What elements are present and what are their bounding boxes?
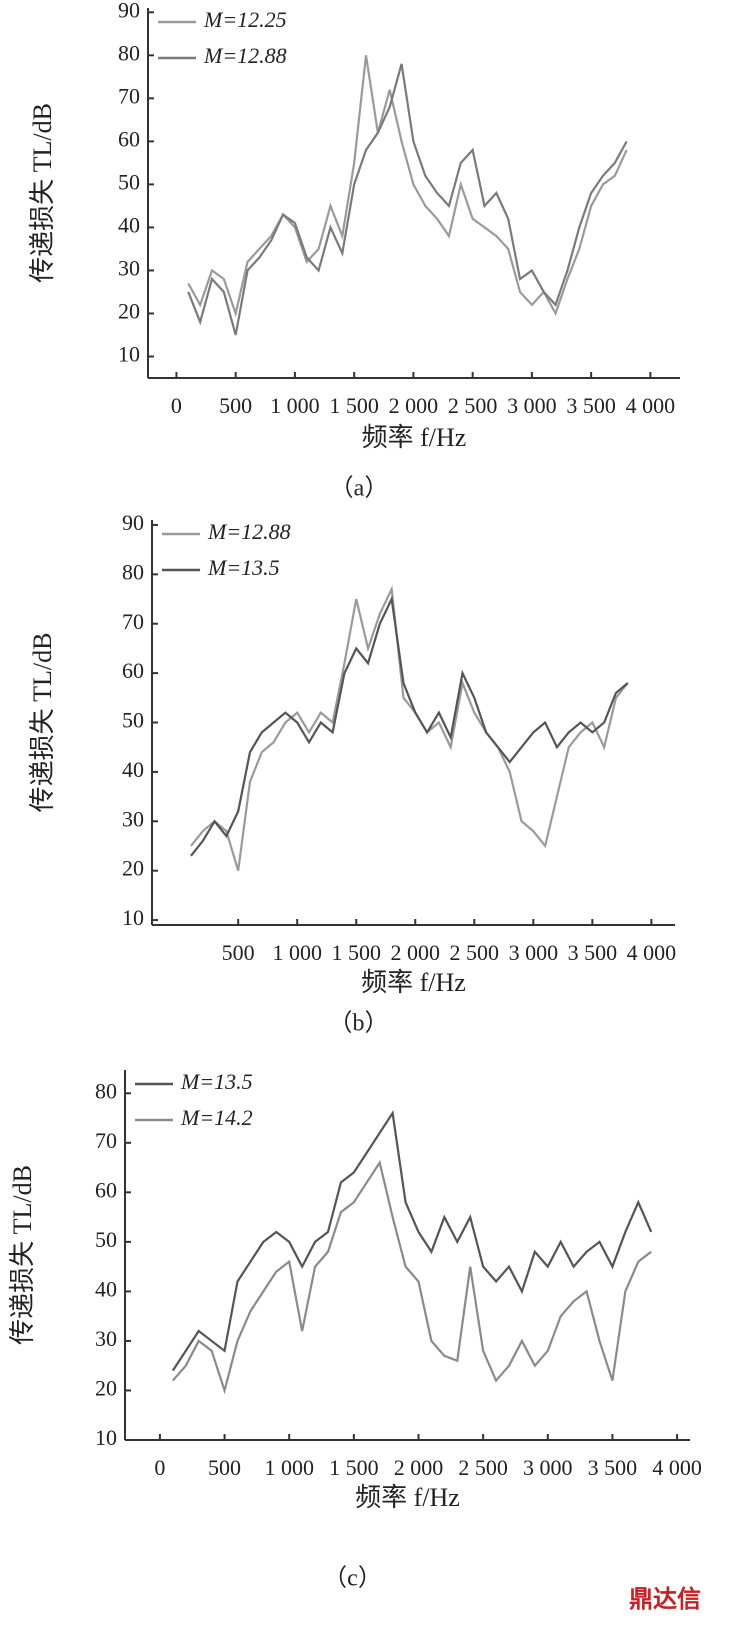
y-tick-label: 70 [122,609,144,634]
x-tick-label: 1 000 [270,393,320,418]
x-tick-label: 2 000 [391,940,441,965]
y-tick-label: 20 [122,856,144,881]
y-tick-label: 80 [95,1078,117,1103]
x-tick-label: 0 [154,1455,165,1480]
y-tick-label: 80 [122,559,144,584]
y-tick-label: 30 [95,1326,117,1351]
y-axis-title: 传递损失 TL/dB [28,633,57,813]
y-tick-label: 70 [118,83,140,108]
y-tick-label: 10 [95,1425,117,1450]
y-tick-label: 30 [118,255,140,280]
y-tick-label: 40 [118,212,140,237]
x-axis-title: 频率 f/Hz [361,968,466,997]
y-tick-label: 30 [122,806,144,831]
y-tick-label: 60 [118,126,140,151]
y-tick-label: 90 [118,0,140,22]
x-tick-label: 2 000 [394,1455,444,1480]
x-tick-label: 4 000 [652,1455,702,1480]
y-tick-label: 20 [95,1376,117,1401]
x-tick-label: 3 500 [566,393,616,418]
y-tick-label: 60 [95,1177,117,1202]
x-tick-label: 4 000 [627,940,677,965]
series-line [172,1159,652,1395]
x-tick-label: 1 000 [264,1455,314,1480]
x-tick-label: 0 [171,393,182,418]
x-tick-label: 3 500 [588,1455,638,1480]
series-line [190,585,629,871]
y-axis-title: 传递损失 TL/dB [8,1165,37,1345]
y-tick-label: 80 [118,40,140,65]
x-tick-label: 500 [208,1455,241,1480]
x-tick-label: 2 500 [450,940,500,965]
y-tick-label: 10 [118,342,140,367]
legend-label: M=12.88 [207,519,291,544]
y-tick-label: 40 [122,757,144,782]
watermark: 鼎达信 [629,1585,701,1613]
caption: （b） [329,1011,389,1037]
x-tick-label: 500 [222,940,255,965]
caption: （c） [323,1566,382,1592]
y-tick-label: 90 [122,510,144,535]
y-tick-label: 40 [95,1276,117,1301]
legend-label: M=14.2 [180,1105,253,1130]
y-tick-label: 20 [118,299,140,324]
x-tick-label: 1 500 [331,940,381,965]
y-axis-title: 传递损失 TL/dB [28,103,57,283]
x-tick-label: 500 [219,393,252,418]
legend-label: M=13.5 [180,1069,253,1094]
x-tick-label: 2 000 [389,393,439,418]
y-tick-label: 50 [95,1227,117,1252]
series-line [190,595,629,857]
x-tick-label: 1 000 [272,940,322,965]
legend-label: M=12.25 [203,7,287,32]
x-axis-title: 频率 f/Hz [362,423,467,452]
x-tick-label: 2 500 [448,393,498,418]
caption: （a） [330,476,389,502]
y-tick-label: 70 [95,1128,117,1153]
x-tick-label: 2 500 [458,1455,508,1480]
x-tick-label: 3 000 [509,940,559,965]
y-tick-label: 50 [122,708,144,733]
x-axis-title: 频率 f/Hz [355,1483,460,1512]
y-tick-label: 60 [122,658,144,683]
y-tick-label: 10 [122,905,144,930]
x-tick-label: 4 000 [626,393,676,418]
x-tick-label: 3 500 [568,940,618,965]
series-line [187,63,628,336]
x-tick-label: 3 000 [523,1455,573,1480]
legend-label: M=12.88 [203,43,287,68]
x-tick-label: 1 500 [329,1455,379,1480]
y-tick-label: 50 [118,169,140,194]
legend-label: M=13.5 [207,555,280,580]
series-line [171,1110,653,1372]
x-tick-label: 1 500 [329,393,379,418]
x-tick-label: 3 000 [507,393,557,418]
series-line [187,55,628,318]
